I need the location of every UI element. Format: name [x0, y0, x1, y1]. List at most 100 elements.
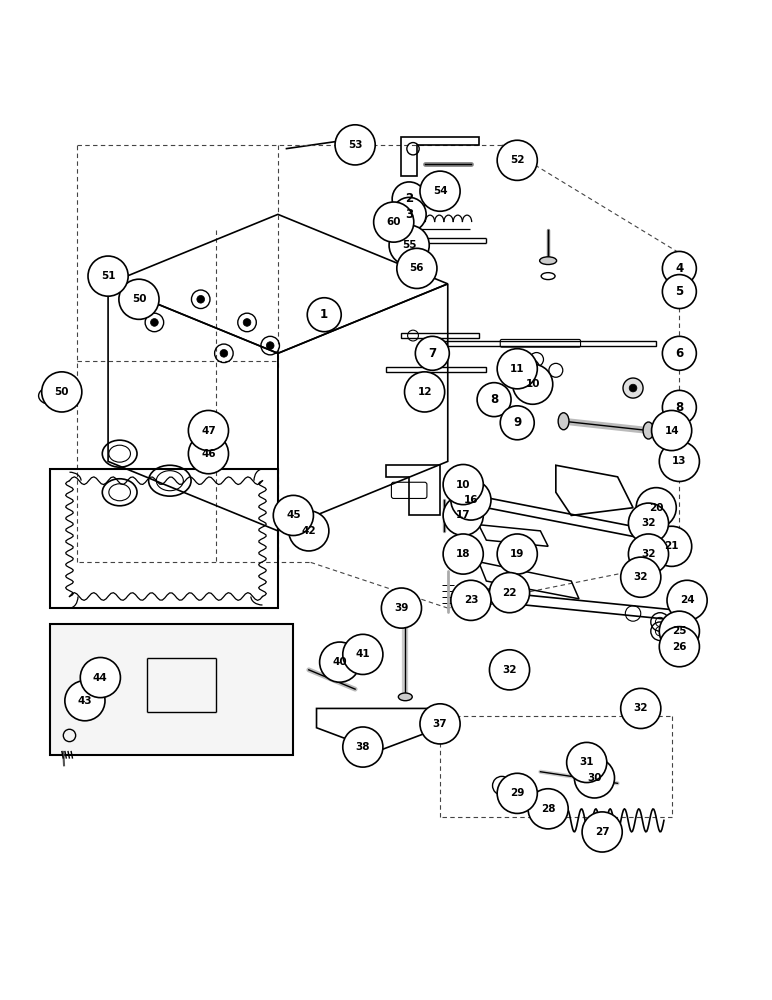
Circle shape	[621, 557, 661, 597]
Circle shape	[443, 495, 483, 536]
Circle shape	[662, 336, 696, 370]
Text: 46: 46	[201, 449, 215, 459]
Circle shape	[526, 365, 533, 373]
Circle shape	[307, 298, 341, 332]
Circle shape	[188, 410, 229, 451]
Text: 28: 28	[541, 804, 555, 814]
Circle shape	[420, 704, 460, 744]
Text: 31: 31	[580, 757, 594, 767]
Text: 17: 17	[456, 510, 470, 520]
Text: 27: 27	[595, 827, 609, 837]
Circle shape	[374, 202, 414, 242]
Circle shape	[500, 406, 534, 440]
Circle shape	[662, 275, 696, 309]
Text: 60: 60	[387, 217, 401, 227]
Circle shape	[420, 171, 460, 211]
Text: 40: 40	[333, 657, 347, 667]
Text: 20: 20	[649, 503, 663, 513]
Text: 16: 16	[464, 495, 478, 505]
Circle shape	[343, 727, 383, 767]
Text: 21: 21	[665, 541, 679, 551]
Circle shape	[428, 714, 436, 722]
Polygon shape	[50, 624, 293, 755]
Circle shape	[659, 627, 699, 667]
Circle shape	[80, 657, 120, 698]
Circle shape	[188, 434, 229, 474]
Circle shape	[443, 534, 483, 574]
Circle shape	[567, 742, 607, 783]
Text: 14: 14	[665, 426, 679, 436]
Circle shape	[220, 349, 228, 357]
Circle shape	[65, 681, 105, 721]
Circle shape	[489, 573, 530, 613]
Text: 43: 43	[78, 696, 92, 706]
Text: 32: 32	[634, 572, 648, 582]
Circle shape	[273, 495, 313, 536]
Ellipse shape	[643, 422, 654, 439]
Text: 9: 9	[513, 416, 521, 429]
Circle shape	[405, 372, 445, 412]
Circle shape	[659, 441, 699, 481]
Text: 32: 32	[503, 665, 516, 675]
Circle shape	[528, 789, 568, 829]
Circle shape	[662, 390, 696, 424]
Circle shape	[477, 383, 511, 417]
Circle shape	[628, 534, 669, 574]
Text: 55: 55	[402, 240, 416, 250]
Text: 13: 13	[672, 456, 686, 466]
Circle shape	[667, 580, 707, 620]
Circle shape	[397, 248, 437, 288]
Circle shape	[497, 349, 537, 389]
Text: 26: 26	[672, 642, 686, 652]
Circle shape	[497, 140, 537, 180]
Circle shape	[636, 488, 676, 528]
Text: 5: 5	[676, 285, 683, 298]
Circle shape	[151, 319, 158, 326]
Text: 11: 11	[510, 364, 524, 374]
Text: 56: 56	[410, 263, 424, 273]
Text: 4: 4	[676, 262, 683, 275]
Circle shape	[289, 511, 329, 551]
Text: 3: 3	[405, 208, 413, 221]
Text: 42: 42	[302, 526, 316, 536]
Circle shape	[451, 580, 491, 620]
Text: 52: 52	[510, 155, 524, 165]
Text: 1: 1	[320, 308, 328, 321]
Circle shape	[243, 319, 251, 326]
Text: 50: 50	[132, 294, 146, 304]
Text: 54: 54	[433, 186, 447, 196]
Text: 2: 2	[405, 192, 413, 205]
Circle shape	[119, 279, 159, 319]
Circle shape	[392, 197, 426, 231]
Text: 32: 32	[642, 549, 655, 559]
Circle shape	[652, 526, 692, 566]
Circle shape	[381, 588, 422, 628]
Circle shape	[497, 534, 537, 574]
Text: 10: 10	[526, 379, 540, 389]
Circle shape	[88, 256, 128, 296]
Text: 18: 18	[456, 549, 470, 559]
Circle shape	[574, 758, 615, 798]
Circle shape	[659, 611, 699, 651]
Circle shape	[497, 773, 537, 813]
Text: 39: 39	[394, 603, 408, 613]
Circle shape	[629, 384, 637, 392]
Text: 30: 30	[587, 773, 601, 783]
Circle shape	[652, 410, 692, 451]
Text: 32: 32	[634, 703, 648, 713]
Text: 12: 12	[418, 387, 432, 397]
Text: 32: 32	[642, 518, 655, 528]
Circle shape	[451, 480, 491, 520]
Ellipse shape	[398, 604, 412, 612]
Circle shape	[343, 634, 383, 674]
Text: 38: 38	[356, 742, 370, 752]
Circle shape	[320, 642, 360, 682]
Circle shape	[335, 125, 375, 165]
Circle shape	[662, 251, 696, 285]
Circle shape	[392, 182, 426, 216]
Text: 7: 7	[428, 347, 436, 360]
Text: 53: 53	[348, 140, 362, 150]
Text: 22: 22	[503, 588, 516, 598]
Circle shape	[489, 650, 530, 690]
Text: 44: 44	[93, 673, 108, 683]
